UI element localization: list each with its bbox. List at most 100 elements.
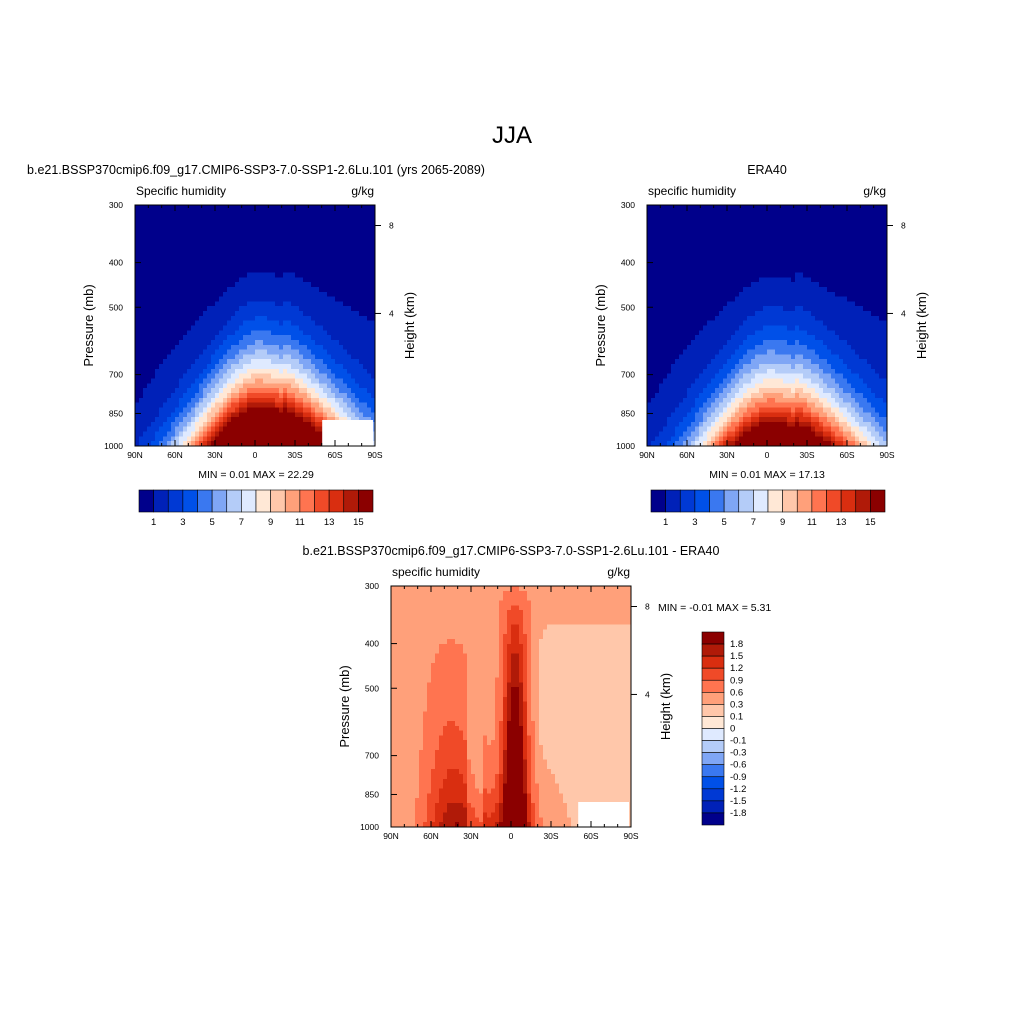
contour-cell <box>171 243 176 249</box>
contour-cell <box>211 224 216 230</box>
contour-cell <box>775 412 780 418</box>
contour-cell <box>647 373 652 380</box>
contour-cell <box>147 286 152 293</box>
contour-cell <box>243 320 248 327</box>
contour-cell <box>283 339 288 346</box>
contour-cell <box>259 368 264 375</box>
contour-cell <box>263 436 268 442</box>
units-label: g/kg <box>351 184 374 198</box>
contour-cell <box>271 296 276 302</box>
contour-cell <box>367 325 372 331</box>
contour-cell <box>243 339 248 346</box>
contour-cell <box>671 359 676 365</box>
contour-cell <box>755 441 760 447</box>
contour-cell <box>203 267 208 274</box>
contour-cell <box>183 291 188 298</box>
contour-cell <box>647 436 652 442</box>
contour-cell <box>227 277 232 283</box>
contour-cell <box>223 354 228 360</box>
contour-cell <box>723 262 728 269</box>
contour-cell <box>775 306 780 312</box>
contour-cell <box>319 378 324 384</box>
contour-cell <box>263 426 268 433</box>
contour-cell <box>747 282 752 288</box>
contour-cell <box>183 243 188 249</box>
contour-cell <box>295 335 300 341</box>
contour-cell <box>223 378 228 384</box>
contour-cell <box>335 330 340 336</box>
contour-cell <box>671 229 676 235</box>
contour-cell <box>315 229 320 235</box>
contour-cell <box>151 373 156 380</box>
contour-cell <box>791 325 796 331</box>
contour-cell <box>183 431 188 437</box>
contour-cell <box>779 330 784 336</box>
contour-cell <box>259 325 264 331</box>
contour-cell <box>743 359 748 365</box>
contour-cell <box>727 320 732 327</box>
contour-cell <box>655 421 660 428</box>
contour-cell <box>259 238 264 245</box>
contour-cell <box>163 258 168 264</box>
contour-cell <box>303 243 308 249</box>
contour-cell <box>259 320 264 327</box>
contour-cell <box>187 349 192 356</box>
contour-cell <box>699 224 704 230</box>
contour-cell <box>135 262 140 269</box>
contour-cell <box>763 330 768 336</box>
contour-cell <box>275 320 280 327</box>
contour-cell <box>283 402 288 409</box>
contour-cell <box>351 388 356 394</box>
contour-cell <box>671 330 676 336</box>
contour-cell <box>727 229 732 235</box>
contour-cell <box>323 306 328 312</box>
contour-cell <box>215 441 220 447</box>
contour-cell <box>275 267 280 274</box>
contour-cell <box>671 373 676 380</box>
contour-cell <box>759 397 764 404</box>
contour-cell <box>703 412 708 418</box>
contour-cell <box>247 282 252 288</box>
contour-cell <box>743 431 748 437</box>
contour-cell <box>739 335 744 341</box>
contour-cell <box>783 306 788 312</box>
contour-cell <box>211 421 216 428</box>
contour-cell <box>323 383 328 389</box>
contour-cell <box>647 248 652 254</box>
contour-cell <box>683 368 688 375</box>
contour-cell <box>191 378 196 384</box>
contour-cell <box>311 330 316 336</box>
contour-cell <box>171 205 176 211</box>
contour-cell <box>287 291 292 298</box>
contour-cell <box>747 392 752 399</box>
contour-cell <box>307 291 312 298</box>
contour-cell <box>351 296 356 302</box>
contour-cell <box>183 209 188 216</box>
contour-cell <box>659 209 664 216</box>
contour-cell <box>187 248 192 254</box>
contour-cell <box>767 301 772 307</box>
contour-cell <box>371 441 376 447</box>
contour-cell <box>263 407 268 413</box>
contour-cell <box>719 224 724 230</box>
contour-cell <box>711 282 716 288</box>
contour-cell <box>711 412 716 418</box>
contour-cell <box>671 267 676 274</box>
contour-cell <box>347 344 352 351</box>
contour-cell <box>731 238 736 245</box>
contour-cell <box>759 306 764 312</box>
contour-cell <box>339 253 344 259</box>
contour-cell <box>675 339 680 346</box>
contour-cell <box>663 209 668 216</box>
contour-cell <box>151 320 156 327</box>
contour-cell <box>763 373 768 380</box>
y-tick-label: 850 <box>109 408 123 418</box>
contour-cell <box>207 441 212 447</box>
contour-cell <box>259 248 264 254</box>
contour-cell <box>271 412 276 418</box>
contour-cell <box>347 407 352 413</box>
contour-cell <box>335 407 340 413</box>
contour-cell <box>159 229 164 235</box>
contour-cell <box>663 320 668 327</box>
contour-cell <box>251 238 256 245</box>
